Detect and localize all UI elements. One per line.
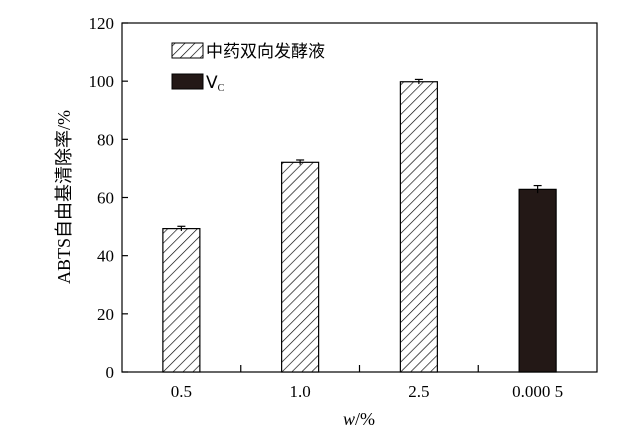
y-tick-label: 0: [106, 363, 115, 382]
bars: [162, 78, 557, 373]
x-tick-label: 0.5: [171, 382, 192, 401]
y-tick-label: 20: [97, 305, 114, 324]
x-axis-title-unit: /%: [355, 409, 375, 429]
y-tick-label: 100: [89, 72, 115, 91]
legend-swatch-hatched: [171, 42, 204, 59]
y-axis-title: ABTS自由基清除率/%: [54, 110, 74, 284]
bar: [399, 81, 438, 373]
y-axis: 0 20 40 60 80 100 120: [89, 14, 128, 382]
x-tick-label: 1.0: [290, 382, 311, 401]
x-tick-label: 0.000 5: [512, 382, 563, 401]
x-axis-title: w/%: [343, 409, 375, 429]
y-tick-label: 120: [89, 14, 115, 33]
legend-label-fermentation: 中药双向发酵液: [206, 42, 325, 62]
legend-label-vc-subscript: C: [218, 83, 225, 94]
legend-label-vc: VC: [206, 73, 225, 94]
legend: 中药双向发酵液 VC: [171, 42, 325, 94]
x-axis-title-variable: w: [343, 409, 355, 429]
x-axis: 0.5 1.0 2.5 0.000 5: [171, 365, 563, 401]
y-tick-label: 60: [97, 189, 114, 208]
legend-label-vc-main: V: [206, 73, 218, 93]
bar: [518, 188, 557, 373]
y-tick-label: 80: [97, 130, 114, 149]
y-tick-label: 40: [97, 247, 114, 266]
legend-swatch-solid: [171, 73, 204, 90]
bar: [281, 161, 320, 373]
x-tick-label: 2.5: [408, 382, 429, 401]
bar: [162, 228, 201, 373]
